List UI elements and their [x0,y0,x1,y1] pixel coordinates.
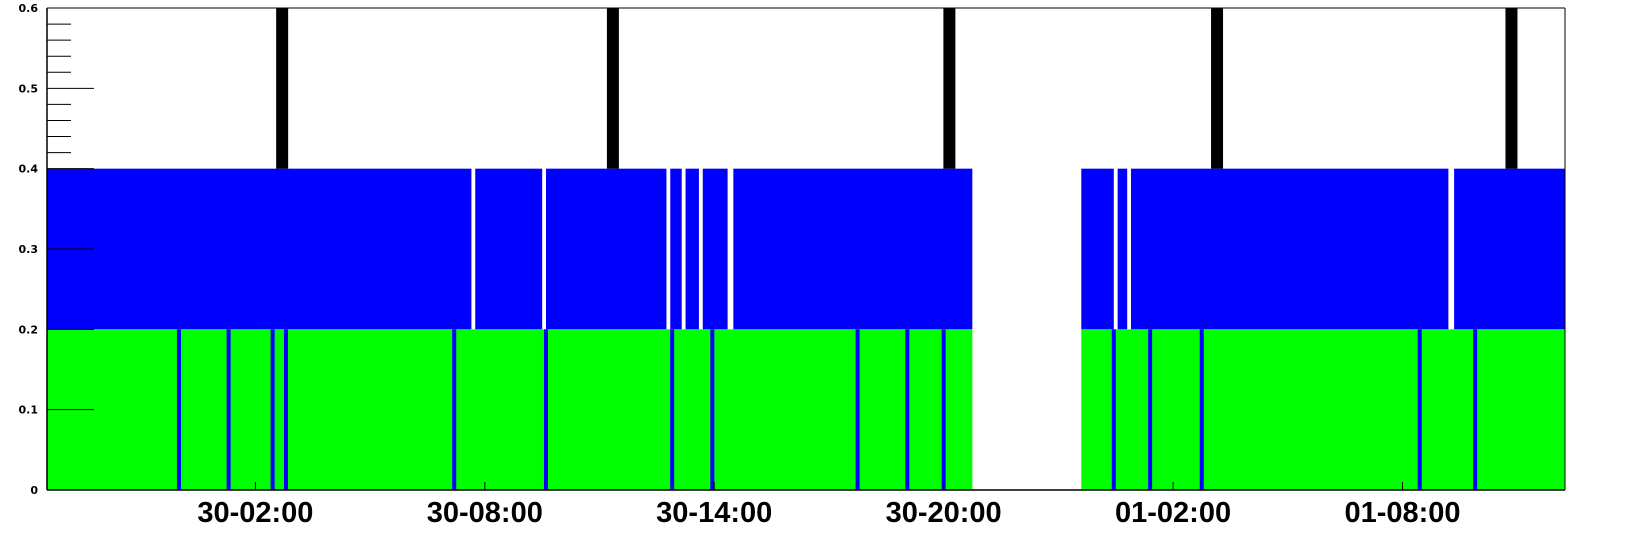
y-tick-label: 0 [30,484,38,497]
x-tick-label: 30-20:00 [886,497,1002,529]
lower-band-segment [1081,329,1565,490]
y-tick-label: 0.4 [19,163,39,176]
lower-band-blue-mark [452,329,457,490]
y-tick-label: 0.5 [19,82,39,95]
y-tick-label: 0.3 [19,243,39,256]
lower-band-blue-mark [176,329,181,490]
lower-band-blue-mark [1148,329,1153,490]
lower-band-blue-mark [543,329,548,490]
upper-band-segment [1131,168,1449,330]
lower-band-blue-mark [226,329,231,490]
upper-band-segment [1117,168,1128,330]
lower-band-blue-mark [941,329,946,490]
axes-layer: 0 0.1 0.2 0.3 0.4 0.5 0.6 30-02:00 30-08:00 30-14… [19,2,1566,529]
upper-band-segment [733,168,973,330]
upper-band-segment [545,168,667,330]
lower-band-blue-mark [710,329,715,490]
upper-band-segment [475,168,543,330]
lower-band-segment [47,329,973,490]
lower-band-blue-mark [905,329,910,490]
x-tick-label: 30-14:00 [656,497,772,529]
lower-band-blue-mark [1199,329,1204,490]
lower-band-blue-mark [1111,329,1116,490]
y-tick-label: 0.1 [19,404,39,417]
black-marker-bar [276,8,289,169]
black-marker-bar [1211,8,1224,169]
black-marker-bar [606,8,619,169]
black-marker-bar [943,8,956,169]
upper-band-segment [702,168,728,330]
upper-band-segment [670,168,682,330]
lower-band-blue-mark [670,329,675,490]
black-marker-bar [1505,8,1518,169]
lower-band-blue-mark [855,329,860,490]
x-tick-label: 01-02:00 [1115,497,1231,529]
lower-band-blue-mark [1473,329,1478,490]
lower-band-blue-mark [1417,329,1422,490]
y-tick-label: 0.2 [19,323,39,336]
upper-band-segment [685,168,699,330]
y-tick-label: 0.6 [19,2,39,15]
x-tick-label: 30-08:00 [427,497,543,529]
band-layer [47,168,1565,490]
upper-band-segment [1454,168,1565,330]
upper-band-segment [1081,168,1114,330]
lower-band-blue-mark [270,329,275,490]
marker-layer [276,8,1518,169]
x-tick-label: 30-02:00 [197,497,313,529]
lower-band-blue-mark [283,329,288,490]
x-tick-label: 01-08:00 [1344,497,1460,529]
upper-band-segment [47,168,472,330]
